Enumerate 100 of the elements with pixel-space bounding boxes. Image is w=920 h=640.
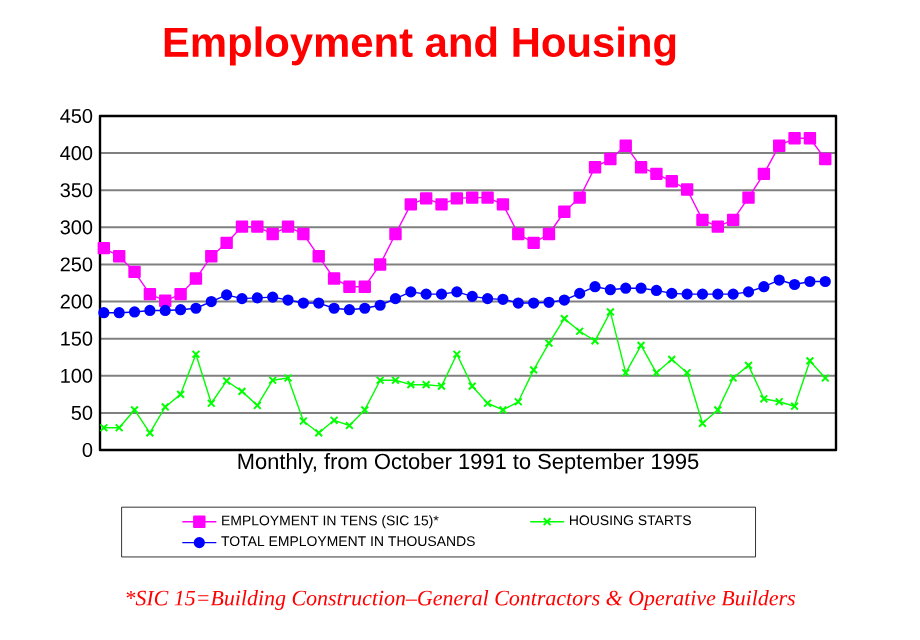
point — [281, 220, 295, 233]
point — [190, 302, 202, 314]
point — [206, 398, 216, 408]
point — [420, 288, 432, 300]
point — [498, 405, 508, 415]
x-axis-title: Monthly, from October 1991 to September 1995 — [238, 453, 699, 474]
y-tick-label: 250 — [60, 257, 93, 272]
y-tick-label: 150 — [61, 331, 93, 346]
point — [805, 356, 815, 366]
point — [421, 380, 431, 390]
point — [682, 368, 692, 378]
point — [620, 282, 632, 294]
point — [483, 398, 492, 408]
point — [529, 365, 539, 375]
point — [680, 183, 694, 196]
y-tick-label: 0 — [82, 442, 93, 458]
point — [790, 401, 799, 411]
point — [588, 161, 602, 174]
point — [544, 338, 554, 348]
point — [435, 288, 448, 300]
point — [97, 241, 111, 255]
point — [542, 227, 556, 241]
point — [205, 295, 217, 308]
point — [130, 405, 139, 415]
point — [788, 278, 801, 291]
y-tick-label: 100 — [61, 368, 93, 383]
point — [773, 139, 786, 152]
point — [343, 280, 356, 293]
point — [205, 250, 218, 263]
point — [696, 288, 709, 300]
point — [619, 139, 632, 152]
point — [359, 302, 371, 314]
point — [374, 299, 386, 311]
point — [727, 288, 739, 300]
point — [221, 289, 233, 301]
point — [313, 297, 325, 309]
point — [681, 288, 693, 300]
point — [466, 290, 478, 302]
point — [220, 236, 233, 250]
point — [112, 250, 126, 263]
point — [804, 275, 816, 288]
point — [621, 368, 631, 378]
point — [574, 287, 586, 299]
point — [358, 280, 371, 293]
point — [575, 326, 585, 336]
point — [759, 394, 769, 404]
point — [604, 152, 617, 166]
point — [174, 287, 187, 301]
point — [389, 292, 402, 305]
y-tick-label: 300 — [60, 220, 93, 235]
point — [143, 287, 157, 301]
point — [389, 227, 402, 241]
point — [160, 402, 170, 412]
point — [327, 272, 341, 285]
y-tick-label: 450 — [60, 108, 93, 124]
point — [650, 284, 663, 297]
point — [113, 307, 125, 319]
point — [114, 423, 124, 433]
point — [481, 191, 494, 204]
point — [314, 428, 324, 438]
point — [435, 198, 448, 211]
point — [665, 175, 678, 188]
y-tick-label: 350 — [60, 183, 93, 198]
point — [236, 292, 248, 305]
point — [466, 191, 479, 204]
point — [405, 286, 417, 298]
point — [558, 294, 570, 306]
point — [298, 416, 308, 426]
point — [144, 304, 156, 317]
point — [711, 220, 725, 233]
point — [634, 161, 648, 174]
point — [744, 360, 753, 370]
point — [297, 297, 309, 309]
point — [375, 375, 385, 385]
point — [251, 220, 264, 233]
point — [237, 386, 247, 396]
point — [128, 265, 141, 279]
point — [251, 292, 263, 304]
text: *SIC 15=Building Construction–General Contractors & Operative Builders — [126, 590, 795, 610]
point — [650, 167, 663, 181]
point — [404, 198, 418, 211]
point — [235, 220, 249, 233]
point — [406, 380, 416, 390]
y-tick-label: 400 — [60, 146, 93, 161]
point — [543, 296, 555, 308]
point — [481, 292, 494, 305]
point — [128, 306, 141, 318]
point — [573, 191, 586, 204]
point — [266, 227, 279, 241]
point — [297, 227, 310, 241]
point — [559, 314, 569, 324]
point — [512, 297, 524, 309]
point — [159, 304, 171, 317]
point — [329, 415, 339, 425]
point — [726, 213, 740, 227]
point — [189, 272, 203, 285]
point — [589, 281, 601, 293]
y-tick-label: 200 — [60, 294, 93, 309]
point — [712, 288, 724, 300]
point — [222, 376, 232, 386]
